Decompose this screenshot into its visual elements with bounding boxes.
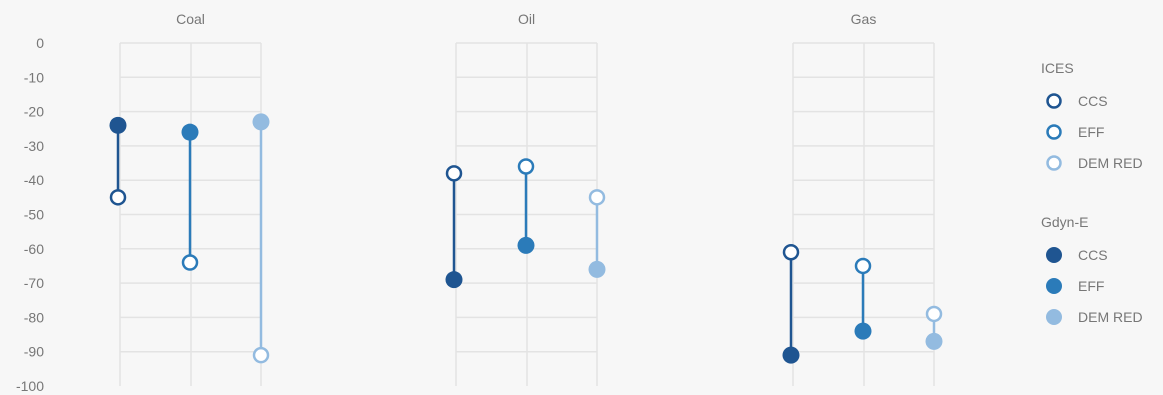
legend-marker-filled-dem-red [1046, 309, 1062, 325]
point-gdyn-e-eff [181, 123, 199, 141]
legend: ICES CCS EFF DEM RED Gdyn-E CCS EFF DEM RED [1041, 60, 1143, 325]
legend-marker-filled-ccs [1046, 247, 1062, 263]
y-tick-label: -50 [24, 207, 44, 223]
point-gdyn-e-ccs [109, 116, 127, 134]
legend-marker-filled-eff [1046, 278, 1062, 294]
panel-title: Coal [176, 11, 205, 27]
point-ices-ccs [782, 243, 800, 261]
legend-label: CCS [1078, 93, 1108, 109]
y-tick-label: -30 [24, 138, 44, 154]
point-ices-eff [181, 254, 199, 271]
y-tick-label: 0 [36, 35, 44, 51]
y-axis: 0 -10 -20 -30 -40 -50 -60 -70 -80 -90 -100 [16, 35, 44, 394]
point-gdyn-e-dem-red [925, 332, 943, 350]
legend-marker-open-eff [1046, 124, 1062, 140]
panel-coal: Coal [109, 11, 270, 386]
legend-marker-open-ccs [1046, 93, 1062, 109]
point-gdyn-e-eff [517, 236, 535, 254]
point-gdyn-e-ccs [445, 271, 463, 289]
y-tick-label: -60 [24, 241, 44, 257]
point-gdyn-e-dem-red [252, 113, 270, 131]
point-gdyn-e-dem-red [588, 260, 606, 278]
panel-title: Gas [851, 11, 877, 27]
y-tick-label: -20 [24, 104, 44, 120]
y-tick-label: -40 [24, 172, 44, 188]
point-ices-eff [517, 158, 535, 175]
legend-label: DEM RED [1078, 309, 1143, 325]
point-gdyn-e-ccs [782, 346, 800, 364]
legend-label: CCS [1078, 247, 1108, 263]
point-ices-ccs [109, 189, 127, 206]
panel-title: Oil [518, 11, 535, 27]
point-ices-dem-red [925, 305, 943, 323]
legend-marker-open-dem-red [1046, 155, 1062, 171]
legend-label: EFF [1078, 278, 1104, 294]
point-ices-dem-red [252, 346, 270, 364]
panel-gas: Gas [782, 11, 943, 386]
point-gdyn-e-eff [854, 322, 872, 340]
legend-group-title: Gdyn-E [1041, 214, 1088, 230]
panel-grid [455, 42, 598, 386]
point-ices-ccs [445, 165, 463, 182]
y-tick-label: -100 [16, 378, 44, 394]
y-tick-label: -90 [24, 344, 44, 360]
point-ices-eff [854, 257, 872, 275]
y-tick-label: -10 [24, 69, 44, 85]
chart-panels: Coal Oil Gas [109, 11, 943, 386]
legend-label: EFF [1078, 124, 1104, 140]
legend-label: DEM RED [1078, 155, 1143, 171]
point-ices-dem-red [588, 189, 606, 206]
y-tick-label: -80 [24, 309, 44, 325]
y-tick-label: -70 [24, 275, 44, 291]
panel-oil: Oil [445, 11, 606, 386]
legend-group-title: ICES [1041, 60, 1074, 76]
